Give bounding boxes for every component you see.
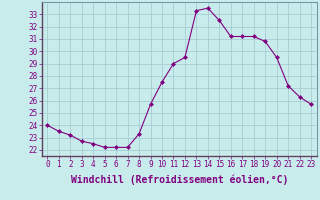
X-axis label: Windchill (Refroidissement éolien,°C): Windchill (Refroidissement éolien,°C) bbox=[70, 175, 288, 185]
